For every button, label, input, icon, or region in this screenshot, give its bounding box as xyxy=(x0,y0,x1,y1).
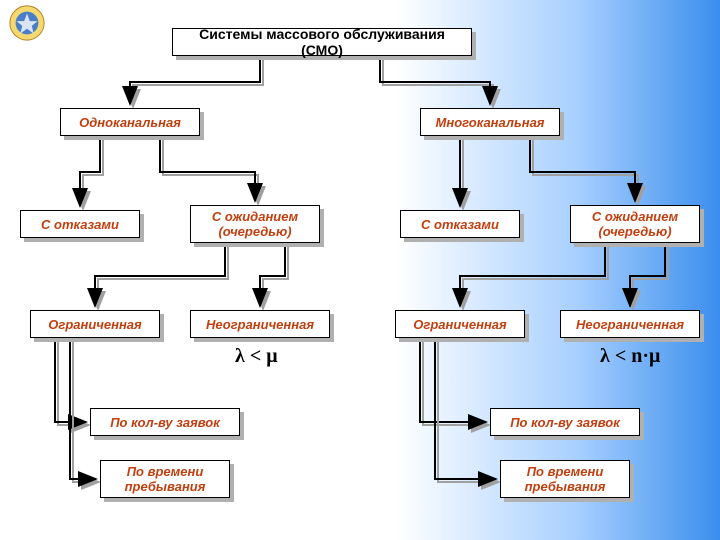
formula-left-text: λ < μ xyxy=(235,345,278,367)
l1-left-text: Одноканальная xyxy=(79,115,181,130)
l4b-text1: По времени xyxy=(127,464,204,479)
l3c-box: Ограниченная xyxy=(395,310,525,338)
l2d-text2: (очередью) xyxy=(598,224,671,239)
l4a-box: По кол-ву заявок xyxy=(90,408,240,436)
l4d-text1: По времени xyxy=(527,464,604,479)
l4b-box: По времени пребывания xyxy=(100,460,230,498)
l2a-text: С отказами xyxy=(41,217,119,232)
l3b-box: Неограниченная xyxy=(190,310,330,338)
l1-right-text: Многоканальная xyxy=(436,115,545,130)
l3a-text: Ограниченная xyxy=(48,317,141,332)
l2b-text1: С ожиданием xyxy=(212,209,298,224)
l3d-box: Неограниченная xyxy=(560,310,700,338)
l2b-text2: (очередью) xyxy=(218,224,291,239)
l4a-text: По кол-ву заявок xyxy=(110,415,220,430)
l4d-text2: пребывания xyxy=(525,479,606,494)
l2d-text1: С ожиданием xyxy=(592,209,678,224)
emblem-icon xyxy=(8,4,46,42)
l1-right-box: Многоканальная xyxy=(420,108,560,136)
l2b-box: С ожиданием (очередью) xyxy=(190,205,320,243)
connector-arrows xyxy=(0,0,720,540)
l4d-box: По времени пребывания xyxy=(500,460,630,498)
l2d-box: С ожиданием (очередью) xyxy=(570,205,700,243)
formula-right-text: λ < n·μ xyxy=(600,345,660,367)
l3b-text: Неограниченная xyxy=(206,317,314,332)
l4c-text: По кол-ву заявок xyxy=(510,415,620,430)
l3a-box: Ограниченная xyxy=(30,310,160,338)
l4c-box: По кол-ву заявок xyxy=(490,408,640,436)
l3c-text: Ограниченная xyxy=(413,317,506,332)
formula-right: λ < n·μ xyxy=(600,345,660,368)
l4b-text2: пребывания xyxy=(125,479,206,494)
l2c-box: С отказами xyxy=(400,210,520,238)
title-text: Системы массового обслуживания (СМО) xyxy=(179,26,465,58)
l1-left-box: Одноканальная xyxy=(60,108,200,136)
l2a-box: С отказами xyxy=(20,210,140,238)
l3d-text: Неограниченная xyxy=(576,317,684,332)
title-box: Системы массового обслуживания (СМО) xyxy=(172,28,472,56)
l2c-text: С отказами xyxy=(421,217,499,232)
formula-left: λ < μ xyxy=(235,345,278,368)
